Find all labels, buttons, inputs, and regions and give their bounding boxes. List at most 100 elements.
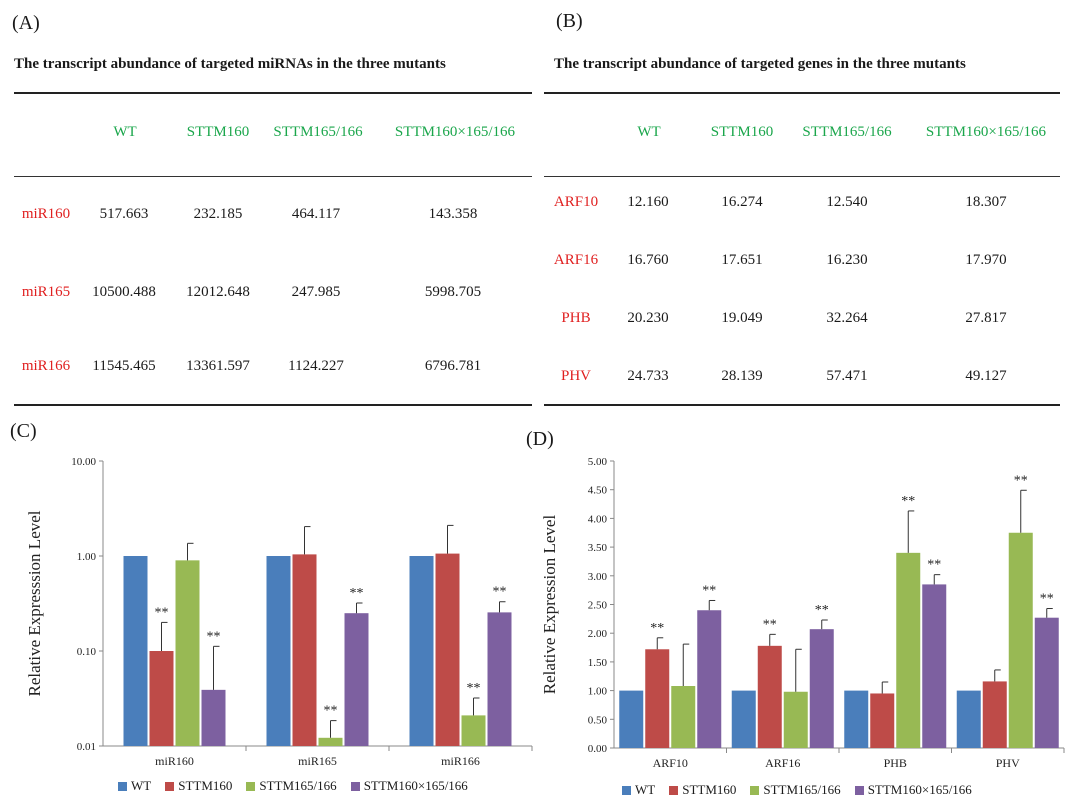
y-tick-label: 0.01 [77, 741, 96, 753]
table-cell: 143.358 [428, 206, 478, 222]
legend-item: STTM160×165/166 [854, 782, 972, 798]
table-cell: 517.663 [99, 206, 149, 222]
table-cell: 13361.597 [186, 358, 250, 374]
row-label: ARF16 [553, 252, 599, 268]
table-b-header-rule [544, 176, 1060, 177]
table-a-header-rule [14, 176, 532, 177]
table-b-title: The transcript abundance of targeted gen… [554, 56, 966, 72]
table-cell: 464.117 [291, 206, 341, 222]
y-tick-label: 10.00 [71, 456, 96, 468]
legend-item: WT [118, 778, 151, 794]
bar [123, 556, 148, 746]
significance-label: ** [207, 629, 221, 644]
table-cell: 16.274 [721, 194, 763, 210]
column-header: STTM160×165/166 [394, 124, 516, 140]
column-header: WT [637, 124, 661, 140]
legend-label: WT [131, 778, 152, 793]
bar [292, 554, 317, 746]
table-cell: 32.264 [826, 310, 868, 326]
significance-label: ** [493, 585, 507, 600]
legend-swatch [669, 785, 679, 795]
significance-label: ** [350, 586, 364, 601]
table-cell: 12012.648 [186, 284, 250, 300]
legend-label: STTM160×165/166 [867, 782, 972, 797]
y-axis-label: Relative Expresssion Level [25, 510, 44, 696]
legend-item: STTM165/166 [750, 782, 841, 798]
bar [409, 556, 434, 746]
x-tick-label: miR165 [298, 754, 337, 768]
table-cell: 12.540 [826, 194, 868, 210]
table-cell: 27.817 [965, 310, 1007, 326]
table-cell: 1124.227 [288, 358, 344, 374]
panel-label-c: (C) [10, 420, 37, 442]
bar [201, 689, 226, 746]
legend-swatch [350, 781, 360, 791]
table-a-title: The transcript abundance of targeted miR… [14, 56, 446, 72]
legend-label: STTM165/166 [259, 778, 337, 793]
chart-c-legend: WT STTM160 STTM165/166 STTM160×165/166 [118, 778, 482, 794]
legend-label: STTM160×165/166 [363, 778, 468, 793]
table-cell: 10500.488 [92, 284, 156, 300]
table-b-top-rule [544, 92, 1060, 94]
legend-item: STTM160 [669, 782, 736, 798]
column-header: STTM165/166 [273, 124, 363, 140]
row-label: miR165 [21, 284, 71, 300]
legend-item: WT [622, 782, 655, 798]
row-label: miR160 [21, 206, 71, 222]
significance-label: ** [324, 704, 338, 719]
bar [435, 553, 460, 746]
bar [487, 612, 512, 746]
legend-label: STTM160 [178, 778, 233, 793]
column-header: STTM165/166 [802, 124, 892, 140]
column-header: STTM160 [710, 124, 774, 140]
table-b-bottom-rule [544, 404, 1060, 406]
table-cell: 24.733 [627, 368, 669, 384]
legend-swatch [246, 781, 256, 791]
legend-item: STTM160 [165, 778, 232, 794]
table-cell: 18.307 [965, 194, 1007, 210]
legend-swatch [750, 785, 760, 795]
table-a-bottom-rule [14, 404, 532, 406]
table-cell: 28.139 [721, 368, 763, 384]
table-cell: 16.760 [627, 252, 669, 268]
panel-label-d: (D) [526, 428, 554, 450]
table-cell: 49.127 [965, 368, 1007, 384]
row-label: ARF10 [553, 194, 599, 210]
column-header: WT [113, 124, 137, 140]
legend-label: STTM165/166 [763, 782, 841, 797]
table-cell: 247.985 [291, 284, 341, 300]
table-cell: 5998.705 [424, 284, 482, 300]
column-header: STTM160×165/166 [925, 124, 1047, 140]
legend-swatch [622, 785, 631, 795]
legend-item: STTM160×165/166 [350, 778, 468, 794]
y-tick-label: 1.00 [77, 551, 97, 563]
column-header: STTM160 [186, 124, 250, 140]
x-tick-label: miR160 [155, 754, 194, 768]
legend-swatch [854, 785, 864, 795]
table-cell: 20.230 [627, 310, 669, 326]
table-cell: 57.471 [826, 368, 868, 384]
y-tick-label: 0.10 [77, 646, 97, 658]
table-cell: 11545.465 [92, 358, 156, 374]
table-cell: 19.049 [721, 310, 763, 326]
bar [149, 651, 174, 746]
legend-swatch [165, 781, 175, 791]
table-cell: 232.185 [193, 206, 243, 222]
row-label: PHV [560, 368, 592, 384]
legend-label: WT [635, 782, 656, 797]
bar [266, 556, 291, 746]
table-a-top-rule [14, 92, 532, 94]
table-cell: 12.160 [627, 194, 669, 210]
legend-label: STTM160 [682, 782, 737, 797]
chart-d-legend: WT STTM160 STTM165/166 STTM160×165/166 [622, 782, 986, 798]
table-cell: 17.970 [965, 252, 1007, 268]
x-tick-label: miR166 [441, 754, 480, 768]
legend-item: STTM165/166 [246, 778, 337, 794]
table-cell: 6796.781 [424, 358, 482, 374]
row-label: miR166 [21, 358, 71, 374]
bar [344, 613, 369, 746]
bar [175, 560, 200, 746]
significance-label: ** [467, 681, 481, 696]
legend-swatch [118, 781, 127, 791]
